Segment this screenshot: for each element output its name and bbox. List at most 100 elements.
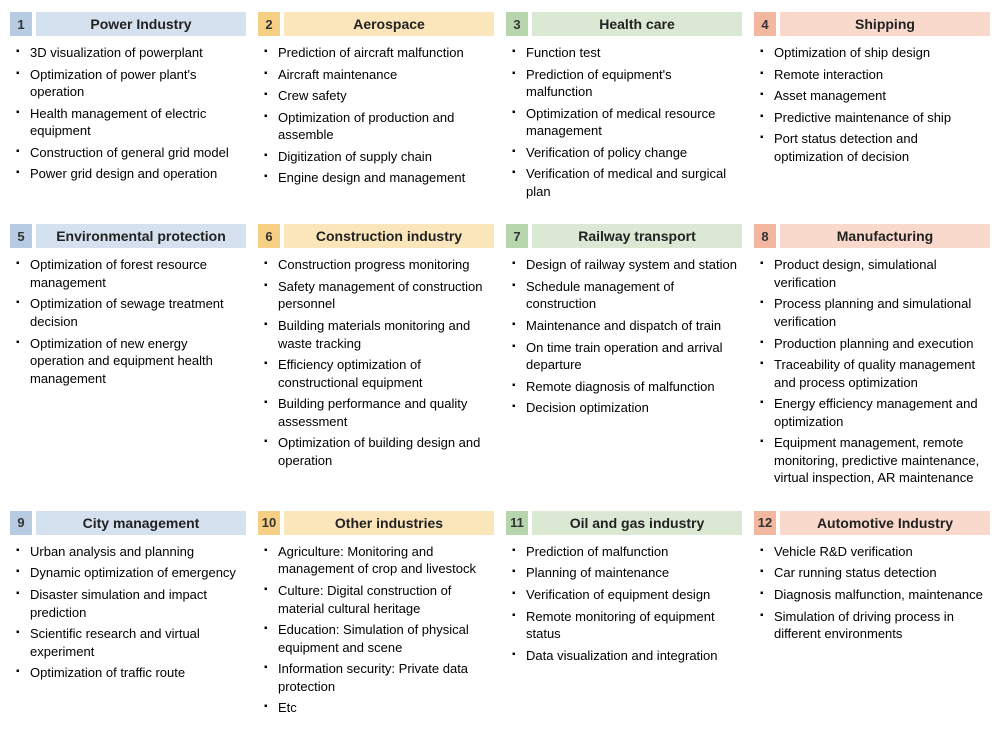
list-item: Power grid design and operation: [16, 165, 244, 183]
list-item: Diagnosis malfunction, maintenance: [760, 586, 988, 604]
list-item: Disaster simulation and impact predictio…: [16, 586, 244, 621]
list-item: Efficiency optimization of constructiona…: [264, 356, 492, 391]
card-header: 3Health care: [506, 12, 742, 36]
card-items: Urban analysis and planning Dynamic optim…: [10, 543, 246, 682]
list-item: Decision optimization: [512, 399, 740, 417]
list-item: 3D visualization of powerplant: [16, 44, 244, 62]
industry-card: 8Manufacturing Product design, simulation…: [754, 224, 990, 491]
list-item: Health management of electric equipment: [16, 105, 244, 140]
card-items: Vehicle R&D verification Car running stat…: [754, 543, 990, 643]
card-items: 3D visualization of powerplant Optimizati…: [10, 44, 246, 183]
industry-card: 4Shipping Optimization of ship design Remo…: [754, 12, 990, 204]
card-header: 1Power Industry: [10, 12, 246, 36]
list-item: Simulation of driving process in differe…: [760, 608, 988, 643]
card-items: Optimization of forest resource manageme…: [10, 256, 246, 387]
list-item: Product design, simulational verificatio…: [760, 256, 988, 291]
card-number: 1: [10, 12, 32, 36]
card-items: Construction progress monitoring Safety m…: [258, 256, 494, 469]
list-item: Vehicle R&D verification: [760, 543, 988, 561]
card-header: 11Oil and gas industry: [506, 511, 742, 535]
card-number: 3: [506, 12, 528, 36]
list-item: Construction progress monitoring: [264, 256, 492, 274]
list-item: Design of railway system and station: [512, 256, 740, 274]
card-number: 10: [258, 511, 280, 535]
list-item: Traceability of quality management and p…: [760, 356, 988, 391]
industry-card: 2AerospacePrediction of aircraft malfunc…: [258, 12, 494, 204]
card-title: Other industries: [284, 511, 494, 535]
list-item: Prediction of equipment's malfunction: [512, 66, 740, 101]
card-title: Oil and gas industry: [532, 511, 742, 535]
card-header: 7Railway transport: [506, 224, 742, 248]
list-item: Remote diagnosis of malfunction: [512, 378, 740, 396]
list-item: Verification of medical and surgical pla…: [512, 165, 740, 200]
list-item: Optimization of forest resource manageme…: [16, 256, 244, 291]
list-item: Remote interaction: [760, 66, 988, 84]
list-item: Optimization of production and assemble: [264, 109, 492, 144]
industry-card: 3Health care Function test Prediction of e…: [506, 12, 742, 204]
list-item: Function test: [512, 44, 740, 62]
card-title: Manufacturing: [780, 224, 990, 248]
card-title: Health care: [532, 12, 742, 36]
list-item: Optimization of power plant's operation: [16, 66, 244, 101]
list-item: Information security: Private data prote…: [264, 660, 492, 695]
list-item: Optimization of sewage treatment decisio…: [16, 295, 244, 330]
industry-card: 5Environmental protection Optimization of…: [10, 224, 246, 491]
card-header: 5Environmental protection: [10, 224, 246, 248]
list-item: Urban analysis and planning: [16, 543, 244, 561]
list-item: Car running status detection: [760, 564, 988, 582]
list-item: Optimization of ship design: [760, 44, 988, 62]
card-items: Optimization of ship design Remote intera…: [754, 44, 990, 165]
card-number: 4: [754, 12, 776, 36]
card-number: 12: [754, 511, 776, 535]
card-number: 11: [506, 511, 528, 535]
card-items: Product design, simulational verificatio…: [754, 256, 990, 487]
list-item: Equipment management, remote monitoring,…: [760, 434, 988, 487]
card-header: 12Automotive Industry: [754, 511, 990, 535]
list-item: Asset management: [760, 87, 988, 105]
card-items: Function test Prediction of equipment's m…: [506, 44, 742, 200]
list-item: Scientific research and virtual experime…: [16, 625, 244, 660]
list-item: Culture: Digital construction of materia…: [264, 582, 492, 617]
card-title: City management: [36, 511, 246, 535]
list-item: Process planning and simulational verifi…: [760, 295, 988, 330]
list-item: Production planning and execution: [760, 335, 988, 353]
industry-card: 11Oil and gas industry Prediction of malf…: [506, 511, 742, 721]
list-item: On time train operation and arrival depa…: [512, 339, 740, 374]
card-title: Construction industry: [284, 224, 494, 248]
industry-card: 1Power Industry 3D visualization of power…: [10, 12, 246, 204]
list-item: Schedule management of construction: [512, 278, 740, 313]
list-item: Verification of policy change: [512, 144, 740, 162]
card-title: Environmental protection: [36, 224, 246, 248]
card-title: Power Industry: [36, 12, 246, 36]
list-item: Optimization of traffic route: [16, 664, 244, 682]
card-number: 8: [754, 224, 776, 248]
industry-card: 12Automotive Industry Vehicle R&D verific…: [754, 511, 990, 721]
list-item: Dynamic optimization of emergency: [16, 564, 244, 582]
industry-card: 7Railway transport Design of railway syst…: [506, 224, 742, 491]
card-header: 4Shipping: [754, 12, 990, 36]
card-title: Automotive Industry: [780, 511, 990, 535]
card-title: Aerospace: [284, 12, 494, 36]
list-item: Safety management of construction person…: [264, 278, 492, 313]
industry-card: 10Other industries Agriculture: Monitorin…: [258, 511, 494, 721]
list-item: Verification of equipment design: [512, 586, 740, 604]
list-item: Prediction of aircraft malfunction: [264, 44, 492, 62]
card-number: 5: [10, 224, 32, 248]
list-item: Construction of general grid model: [16, 144, 244, 162]
list-item: Engine design and management: [264, 169, 492, 187]
list-item: Aircraft maintenance: [264, 66, 492, 84]
card-number: 6: [258, 224, 280, 248]
list-item: Building performance and quality assessm…: [264, 395, 492, 430]
industry-grid: 1Power Industry 3D visualization of power…: [10, 12, 990, 721]
list-item: Digitization of supply chain: [264, 148, 492, 166]
list-item: Predictive maintenance of ship: [760, 109, 988, 127]
card-title: Railway transport: [532, 224, 742, 248]
list-item: Data visualization and integration: [512, 647, 740, 665]
list-item: Port status detection and optimization o…: [760, 130, 988, 165]
list-item: Crew safety: [264, 87, 492, 105]
card-number: 7: [506, 224, 528, 248]
list-item: Planning of maintenance: [512, 564, 740, 582]
list-item: Prediction of malfunction: [512, 543, 740, 561]
list-item: Etc: [264, 699, 492, 717]
list-item: Agriculture: Monitoring and management o…: [264, 543, 492, 578]
